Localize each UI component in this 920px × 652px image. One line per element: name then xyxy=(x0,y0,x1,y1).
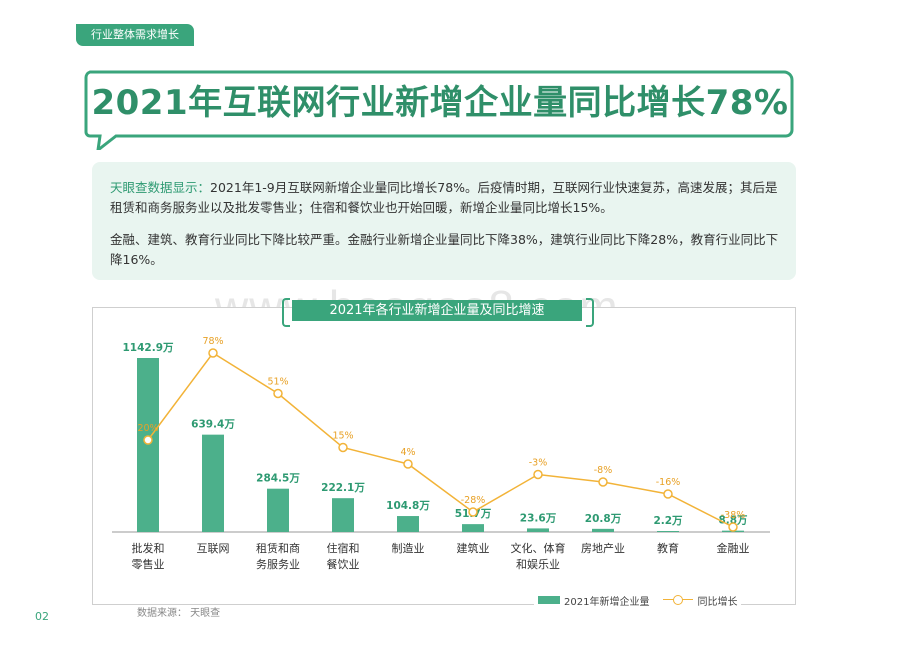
growth-point-8 xyxy=(663,489,673,499)
growth-point-2 xyxy=(273,388,283,399)
category-label-6-0: 文化、体育 xyxy=(511,541,566,555)
bar-label-2: 284.5万 xyxy=(256,473,300,485)
growth-label-0: 20% xyxy=(137,423,158,434)
bar-label-1: 639.4万 xyxy=(191,419,235,431)
category-label-7-0: 房地产业 xyxy=(581,541,625,555)
growth-label-1: 78% xyxy=(202,336,223,347)
growth-label-8: -16% xyxy=(656,477,681,488)
growth-label-4: 4% xyxy=(400,447,415,458)
bar-label-3: 222.1万 xyxy=(321,482,365,494)
legend-line-label: 同比增长 xyxy=(697,596,738,608)
category-label-6-1: 和娱乐业 xyxy=(516,557,560,571)
growth-label-9: -38% xyxy=(721,510,746,521)
legend-line-swatch xyxy=(663,595,694,605)
bar-5 xyxy=(462,524,484,532)
bar-4 xyxy=(397,516,419,532)
growth-label-5: -28% xyxy=(461,495,486,506)
category-label-3-0: 住宿和 xyxy=(327,541,360,555)
legend-bar-label: 2021年新增企业量 xyxy=(564,596,650,608)
growth-point-4 xyxy=(403,459,413,469)
category-label-4-0: 制造业 xyxy=(392,541,425,555)
data-source: 数据来源： 天眼查 xyxy=(137,608,221,619)
summary-paragraph-2: 金融、建筑、教育行业同比下降比较严重。金融行业新增企业量同比下降38%，建筑行业… xyxy=(110,232,779,267)
bar-label-8: 2.2万 xyxy=(653,515,683,527)
growth-point-3 xyxy=(338,442,348,453)
page-title: 2021年互联网行业新增企业量同比增长78% xyxy=(91,83,789,123)
section-tab: 行业整体需求增长 xyxy=(76,24,194,46)
chart-title-bracket-right xyxy=(586,298,594,327)
bar-2 xyxy=(267,488,289,532)
category-label-9-0: 金融业 xyxy=(717,541,750,555)
category-label-0-1: 零售业 xyxy=(132,557,165,571)
category-label-1-0: 互联网 xyxy=(197,542,230,555)
growth-point-6 xyxy=(533,469,543,480)
chart-legend: 2021年新增企业量 同比增长 xyxy=(534,593,742,608)
growth-label-7: -8% xyxy=(594,465,613,476)
growth-point-0 xyxy=(143,435,153,445)
growth-point-5 xyxy=(468,507,478,517)
bar-0 xyxy=(137,358,159,532)
bar-label-0: 1142.9万 xyxy=(122,342,174,354)
growth-point-9 xyxy=(728,522,738,532)
bar-6 xyxy=(527,528,549,532)
title-banner: 2021年互联网行业新增企业量同比增长78% xyxy=(84,70,796,150)
category-label-2-0: 租赁和商 xyxy=(256,541,300,555)
bar-3 xyxy=(332,498,354,532)
bar-label-4: 104.8万 xyxy=(386,500,430,512)
chart-title-frame: 2021年各行业新增企业量及同比增速 xyxy=(282,298,594,327)
bar-label-7: 20.8万 xyxy=(585,513,622,525)
legend-bar-swatch xyxy=(538,596,560,604)
bar-1 xyxy=(202,434,224,532)
chart-title: 2021年各行业新增企业量及同比增速 xyxy=(292,300,582,321)
bar-8 xyxy=(657,531,679,532)
chart-title-bracket-left xyxy=(282,298,290,327)
growth-line xyxy=(147,351,734,528)
growth-label-3: 15% xyxy=(332,431,353,442)
growth-point-7 xyxy=(598,477,608,487)
bar-label-6: 23.6万 xyxy=(520,512,557,524)
summary-body-1: 2021年1-9月互联网新增企业量同比增长78%。后疫情时期，互联网行业快速复苏… xyxy=(110,180,778,215)
category-label-8-0: 教育 xyxy=(657,541,679,555)
category-label-2-1: 务服务业 xyxy=(256,558,300,571)
summary-panel: 天眼查数据显示：2021年1-9月互联网新增企业量同比增长78%。后疫情时期，互… xyxy=(92,162,796,280)
category-label-0-0: 批发和 xyxy=(132,541,165,555)
growth-label-2: 51% xyxy=(267,377,288,388)
page-number: 02 xyxy=(35,610,49,623)
title-banner-frame xyxy=(84,70,794,150)
category-label-3-1: 餐饮业 xyxy=(327,557,360,571)
growth-label-6: -3% xyxy=(529,458,548,469)
growth-point-1 xyxy=(208,348,218,358)
summary-lead: 天眼查数据显示： xyxy=(110,180,211,195)
bar-7 xyxy=(592,528,614,532)
category-label-5-0: 建筑业 xyxy=(457,541,490,555)
summary-paragraph-1: 天眼查数据显示：2021年1-9月互联网新增企业量同比增长78%。后疫情时期，互… xyxy=(110,178,784,218)
